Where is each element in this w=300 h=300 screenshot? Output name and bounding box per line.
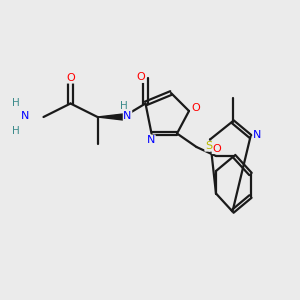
Text: S: S <box>205 141 212 151</box>
Text: O: O <box>212 143 221 154</box>
Text: H: H <box>12 125 20 136</box>
Text: O: O <box>191 103 200 113</box>
Text: O: O <box>66 73 75 83</box>
Text: H: H <box>120 100 128 111</box>
Text: N: N <box>253 130 261 140</box>
Text: N: N <box>20 110 29 121</box>
Text: H: H <box>12 98 20 109</box>
Text: N: N <box>123 110 132 121</box>
Text: O: O <box>136 72 146 82</box>
Text: N: N <box>147 135 155 145</box>
Polygon shape <box>98 114 123 120</box>
